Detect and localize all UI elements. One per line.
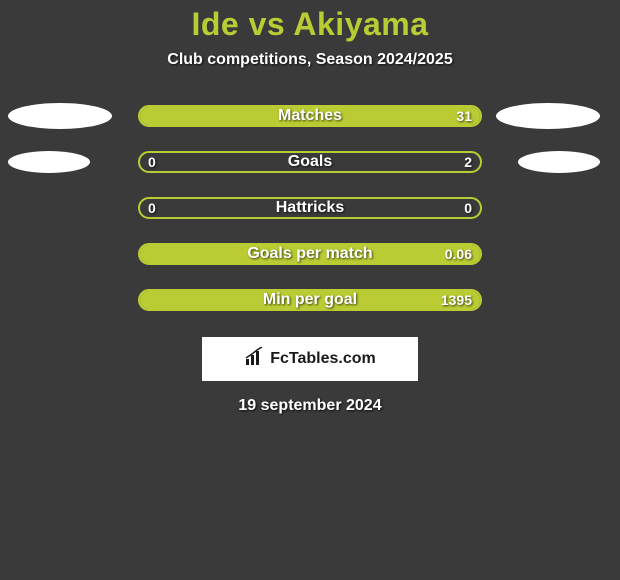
stat-value-right: 1395: [441, 292, 472, 308]
stat-row: Matches31: [0, 101, 620, 131]
card-subtitle: Club competitions, Season 2024/2025: [0, 51, 620, 69]
stat-bar-track: [138, 197, 482, 219]
brand-chart-icon: [244, 347, 264, 372]
player-oval-left: [8, 151, 90, 173]
stat-bar-track: [138, 151, 482, 173]
stat-value-right: 0.06: [445, 246, 472, 262]
brand-badge: FcTables.com: [202, 337, 418, 381]
stat-bar-fill-right: [140, 245, 480, 263]
stat-value-right: 0: [464, 200, 472, 216]
brand-text: FcTables.com: [270, 350, 376, 368]
stats-container: Matches31Goals02Hattricks00Goals per mat…: [0, 101, 620, 315]
stat-bar-fill-right: [140, 107, 480, 125]
stat-bar-track: [138, 243, 482, 265]
stat-row: Goals02: [0, 147, 620, 177]
stat-row: Goals per match0.06: [0, 239, 620, 269]
stat-bar-fill-right: [140, 291, 480, 309]
stat-row: Min per goal1395: [0, 285, 620, 315]
stat-bar-track: [138, 105, 482, 127]
card-date: 19 september 2024: [0, 397, 620, 415]
card-title: Ide vs Akiyama: [0, 0, 620, 43]
stat-row: Hattricks00: [0, 193, 620, 223]
stat-bar-track: [138, 289, 482, 311]
player-oval-right: [496, 103, 600, 129]
stat-value-left: 0: [148, 154, 156, 170]
player-oval-left: [8, 103, 112, 129]
stat-value-left: 0: [148, 200, 156, 216]
comparison-card: Ide vs Akiyama Club competitions, Season…: [0, 0, 620, 580]
player-oval-right: [518, 151, 600, 173]
stat-value-right: 2: [464, 154, 472, 170]
stat-value-right: 31: [456, 108, 472, 124]
